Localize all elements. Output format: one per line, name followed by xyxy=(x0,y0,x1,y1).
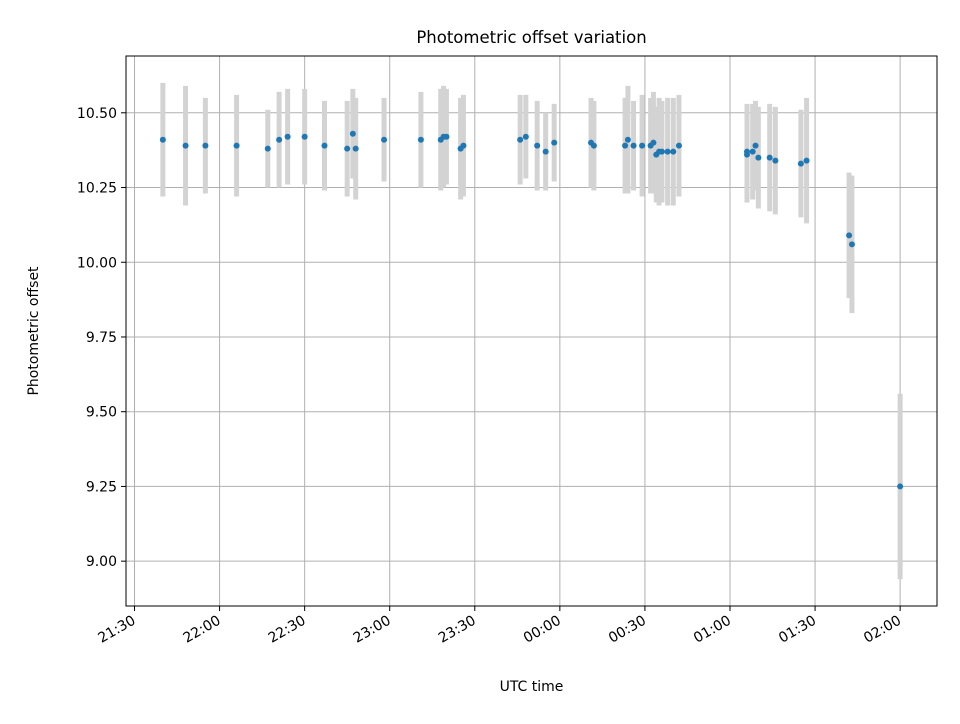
data-point xyxy=(639,142,646,149)
y-tick-label: 10.50 xyxy=(77,106,117,122)
y-tick-label: 9.25 xyxy=(86,479,117,495)
data-point xyxy=(443,133,450,140)
data-point xyxy=(233,142,240,149)
data-point xyxy=(664,148,671,155)
x-axis-label: UTC time xyxy=(500,679,564,695)
data-point xyxy=(772,157,779,164)
data-point xyxy=(797,160,804,167)
data-point xyxy=(417,136,424,143)
data-point xyxy=(749,148,756,155)
data-point xyxy=(803,157,810,164)
y-axis-label: Photometric offset xyxy=(26,266,42,396)
y-tick-label: 9.75 xyxy=(86,330,117,346)
data-point xyxy=(182,142,189,149)
data-point xyxy=(534,142,541,149)
chart-title: Photometric offset variation xyxy=(416,28,646,47)
data-point xyxy=(264,145,271,152)
y-tick-label: 9.50 xyxy=(86,405,117,421)
data-point xyxy=(522,133,529,140)
y-tick-label: 10.00 xyxy=(77,255,117,271)
data-point xyxy=(846,232,853,239)
data-point xyxy=(624,136,631,143)
data-point xyxy=(744,151,751,158)
data-point xyxy=(381,136,388,143)
data-point xyxy=(670,148,677,155)
data-point xyxy=(675,142,682,149)
data-point xyxy=(848,241,855,248)
data-point xyxy=(551,139,558,146)
data-point xyxy=(344,145,351,152)
data-point xyxy=(630,142,637,149)
data-point xyxy=(284,133,291,140)
data-point xyxy=(766,154,773,161)
data-point xyxy=(202,142,209,149)
data-point xyxy=(460,142,467,149)
data-point xyxy=(159,136,166,143)
data-point xyxy=(517,136,524,143)
data-point xyxy=(755,154,762,161)
grid-layer xyxy=(126,56,937,606)
y-tick-label: 9.00 xyxy=(86,554,117,570)
data-point xyxy=(752,142,759,149)
data-point xyxy=(352,145,359,152)
plot-frame xyxy=(125,55,938,607)
data-point xyxy=(590,142,597,149)
data-point xyxy=(276,136,283,143)
data-point xyxy=(897,483,904,490)
point-layer xyxy=(159,130,904,490)
data-point xyxy=(622,142,629,149)
data-point xyxy=(349,130,356,137)
data-point xyxy=(658,148,665,155)
data-point xyxy=(650,139,657,146)
data-point xyxy=(321,142,328,149)
data-point xyxy=(542,148,549,155)
y-tick-label: 10.25 xyxy=(77,181,117,197)
data-point xyxy=(301,133,308,140)
